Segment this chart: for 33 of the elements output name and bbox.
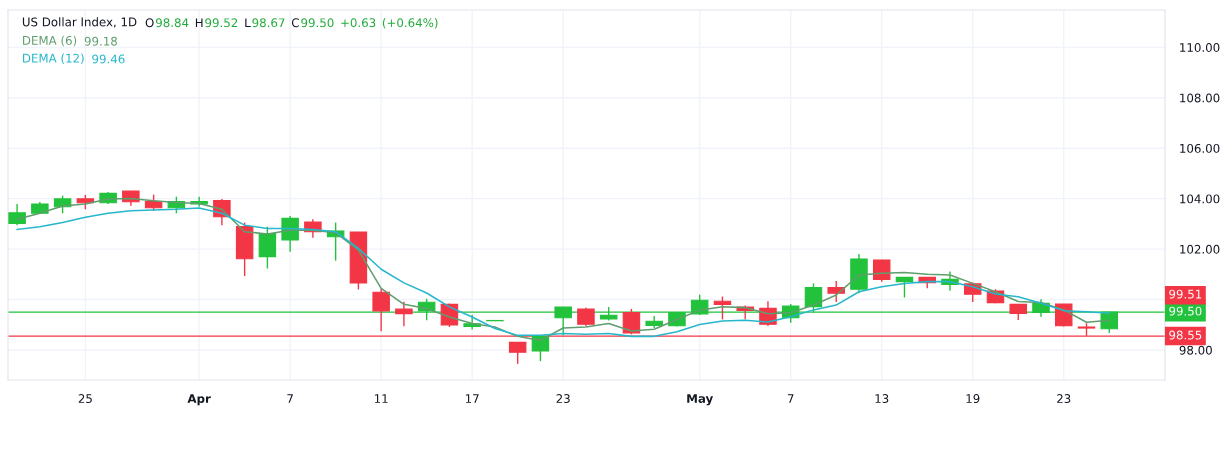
y-tick-label: 108.00 xyxy=(1180,93,1220,103)
y-tick-label: 104.00 xyxy=(1180,194,1220,204)
y-tick-label: 110.00 xyxy=(1180,43,1220,52)
x-tick-label: 7 xyxy=(287,394,293,403)
y-tick-label: 106.00 xyxy=(1180,143,1220,153)
candlestick xyxy=(508,341,527,365)
y-tick-label: 102.00 xyxy=(1180,244,1220,254)
candlestick xyxy=(372,288,390,333)
x-tick-label: 7 xyxy=(787,394,794,403)
annotation: 99.46 xyxy=(92,54,125,64)
ref-line-label: 98.55 xyxy=(1169,330,1202,340)
y-tick-label: 98.00 xyxy=(1179,345,1212,355)
text: DEMA (6) xyxy=(23,35,77,47)
candlestick xyxy=(258,225,277,270)
x-tick-label: 23 xyxy=(1057,394,1071,404)
x-tick-label: 19 xyxy=(966,394,980,404)
x-tick-label: May xyxy=(687,394,713,406)
x-tick-label: 11 xyxy=(374,394,388,403)
x-tick-label: 13 xyxy=(875,394,889,404)
candlestick xyxy=(827,280,845,303)
candlestick xyxy=(395,301,413,327)
x-tick-label: 23 xyxy=(556,394,570,404)
text: 99.51 xyxy=(1169,289,1202,299)
text: US Dollar Index, 1D xyxy=(22,17,137,28)
ref-line-label: 99.50 xyxy=(1169,306,1202,316)
annotation: 99.18 xyxy=(84,36,117,46)
text: O98.84 H99.52 L98.67 C99.50 +0.63 (+0.64%) xyxy=(145,18,438,29)
x-tick-label: 17 xyxy=(465,394,479,403)
text: DEMA (12) xyxy=(23,53,84,65)
x-tick-label: 25 xyxy=(78,394,92,404)
candlestick xyxy=(895,276,914,299)
x-tick-label: Apr xyxy=(187,394,211,406)
candlestick xyxy=(713,295,732,321)
